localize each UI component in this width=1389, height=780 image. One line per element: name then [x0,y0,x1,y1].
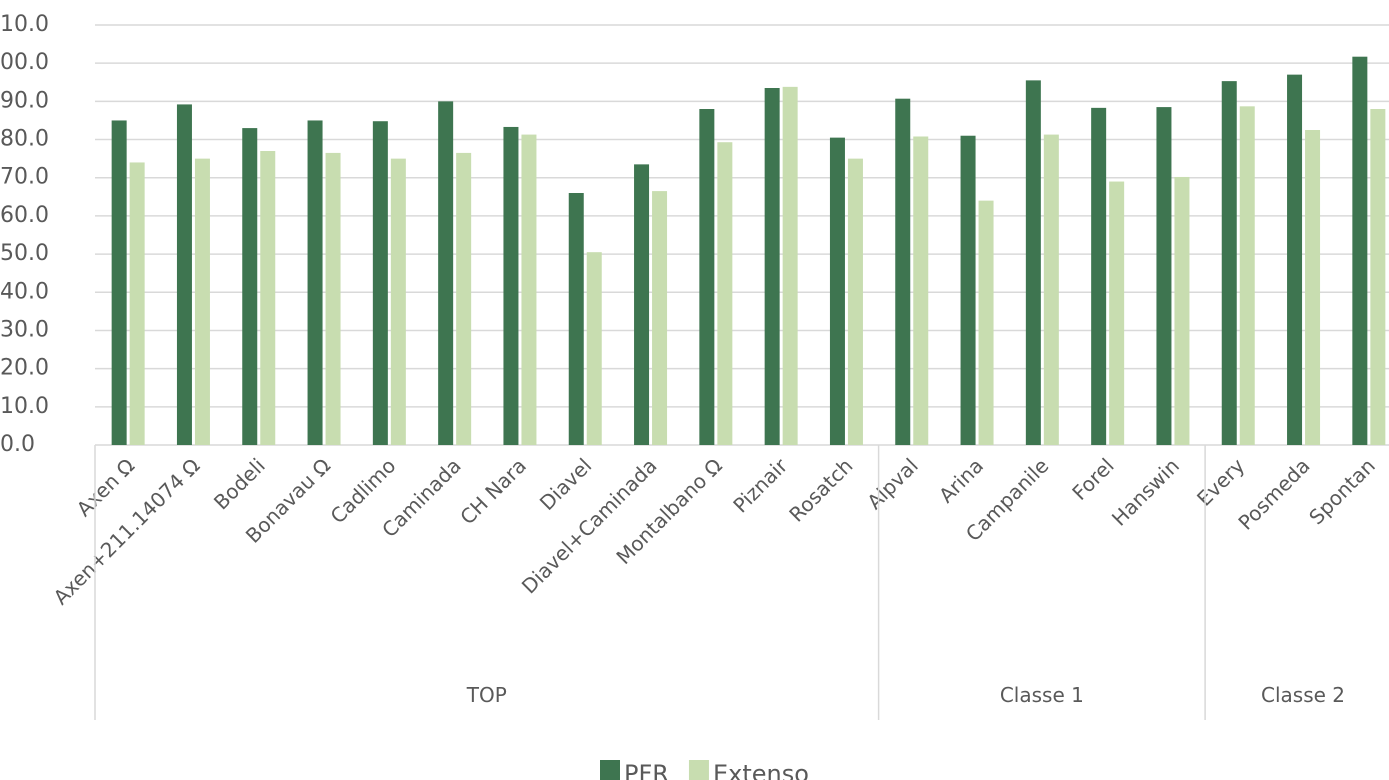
bar [586,252,602,445]
x-tick-label: Alpval [862,454,923,515]
bar [176,104,192,445]
bar [829,137,845,446]
bar [652,191,668,445]
bar [699,109,715,445]
bar [503,126,519,445]
y-tick-label: 40.0 [0,279,49,304]
y-tick-label: 00.0 [0,50,49,75]
bar [390,158,406,446]
legend-label: PFR [624,760,669,780]
legend-label: Extenso [713,760,809,780]
y-tick-label: 80.0 [0,127,49,152]
x-tick-label: Rosatch [784,454,857,527]
bar [1239,106,1255,445]
bar [260,151,276,445]
y-tick-label: 30.0 [0,317,49,342]
y-tick-label: 10.0 [0,394,49,419]
bar [1174,176,1190,446]
bar [634,164,650,445]
y-tick-label: 90.0 [0,88,49,113]
group-label: Classe 1 [1000,683,1084,707]
bar [456,152,472,445]
group-label: TOP [466,683,507,707]
bar [1370,109,1386,445]
bar [242,128,258,445]
bar [307,120,323,446]
x-tick-label: Diavel [535,454,596,515]
bar [1025,80,1041,445]
bar [913,136,929,445]
bar [895,98,911,445]
bar [111,120,127,446]
bar [129,162,145,446]
bar [568,193,584,445]
x-tick-label: Every [1192,453,1249,510]
bar [1352,56,1368,445]
y-tick-label: 0.0 [0,432,35,457]
bar [782,86,798,445]
bar [521,134,537,445]
bar [1287,74,1303,446]
legend-swatch [600,760,620,780]
x-tick-label: Forel [1067,454,1118,505]
x-tick-label: Bodeli [209,454,270,515]
bar [1043,134,1059,445]
y-tick-label: 50.0 [0,241,49,266]
group-label: Classe 2 [1261,683,1345,707]
bar [764,88,780,445]
y-tick-label: 70.0 [0,165,49,190]
bar [1091,107,1107,445]
x-tick-label: Hanswin [1107,454,1184,531]
bar [978,200,994,445]
y-tick-label: 10.0 [0,12,49,37]
bar [1305,130,1321,445]
bar [194,158,210,446]
bar [372,121,388,445]
y-tick-label: 20.0 [0,356,49,381]
bar [325,152,341,445]
bar [1221,81,1237,446]
x-tick-label: Spontan [1304,454,1380,530]
legend-swatch [688,760,709,780]
x-tick-label: CH Nara [455,454,531,530]
bar [1156,107,1172,445]
x-tick-label: Piznair [728,453,792,517]
y-tick-label: 60.0 [0,203,49,228]
x-tick-label: Arina [934,454,988,508]
x-tick-label: Posmeda [1233,454,1314,535]
bar [847,158,863,446]
bar [438,101,454,445]
bar [717,142,733,445]
bar [960,135,976,445]
bar [1109,181,1125,445]
